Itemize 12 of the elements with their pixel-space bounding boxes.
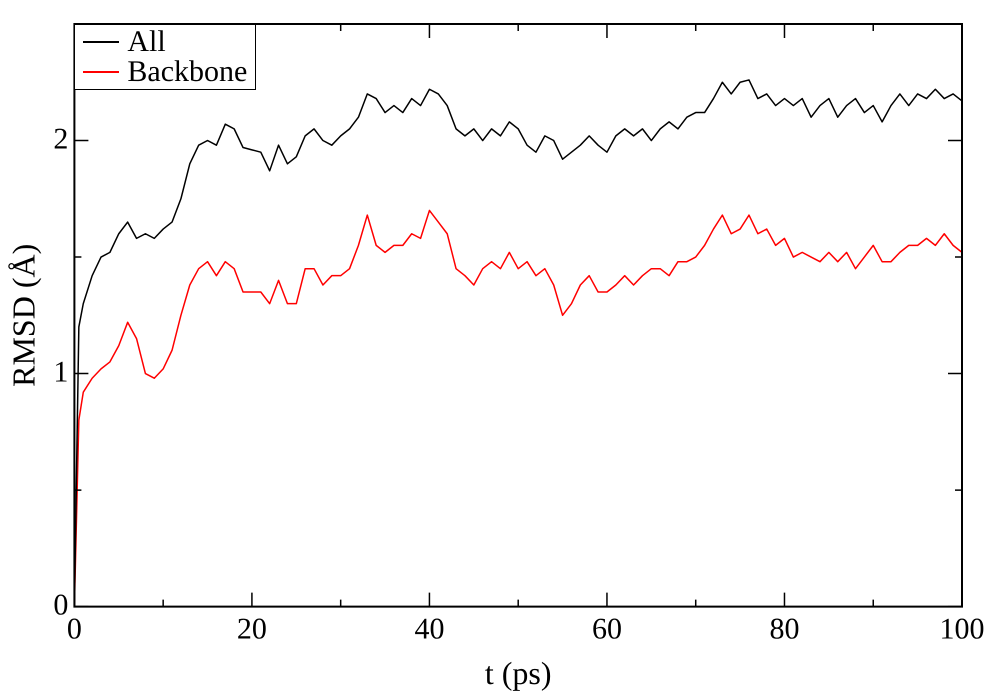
x-tick-label: 100 <box>940 612 984 646</box>
x-tick-label: 40 <box>414 612 444 646</box>
x-tick-label: 60 <box>592 612 622 646</box>
x-axis-title: t (ps) <box>484 655 552 692</box>
y-axis-title: RMSD (Å) <box>6 244 42 387</box>
x-tick-label: 20 <box>236 612 267 646</box>
legend-label: Backbone <box>127 55 248 88</box>
y-tick-label: 0 <box>53 588 68 622</box>
x-tick-label: 80 <box>769 612 800 646</box>
y-tick-label: 2 <box>53 122 68 156</box>
y-tick-label: 1 <box>53 355 68 388</box>
legend-label: All <box>127 25 166 58</box>
